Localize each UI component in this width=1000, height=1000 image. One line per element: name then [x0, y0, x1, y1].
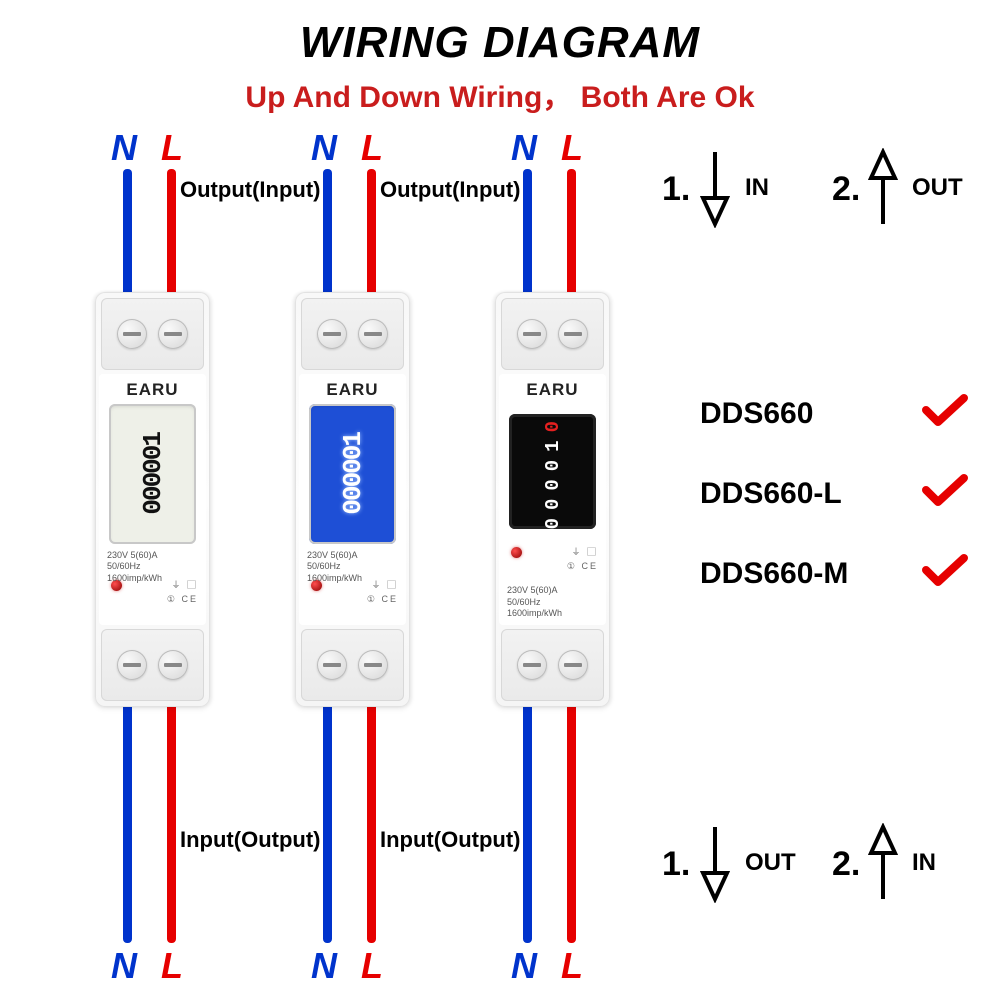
wire-L-top — [367, 169, 376, 300]
label-L-bottom: L — [361, 945, 383, 987]
brand-label: EARU — [499, 380, 606, 400]
label-L-bottom: L — [561, 945, 583, 987]
terminal-L — [158, 319, 188, 349]
wire-N-top — [523, 169, 532, 300]
top_legend-one-arrow-icon — [700, 148, 730, 228]
terminal-L — [158, 650, 188, 680]
label-output-input-1: Output(Input) — [180, 177, 321, 203]
symbols2: ① CE — [367, 594, 398, 605]
label-N-top: N — [511, 127, 537, 169]
label-N-bottom: N — [511, 945, 537, 987]
top_legend-two-num: 2. — [832, 170, 860, 209]
terminal-N — [317, 319, 347, 349]
label-L-top: L — [361, 127, 383, 169]
label-N-top: N — [111, 127, 137, 169]
terminal-N — [517, 650, 547, 680]
terminal-block-top — [501, 298, 604, 370]
meter-face: EARU000001230V 5(60)A50/60Hz 1600imp/kWh… — [99, 374, 206, 625]
wire-N-bottom — [123, 700, 132, 943]
display-digits: 000010 — [540, 413, 566, 529]
symbols2: ① CE — [167, 594, 198, 605]
top_legend-one-label: IN — [745, 174, 769, 202]
bottom_legend-two-label: IN — [912, 849, 936, 877]
wire-N-bottom — [523, 700, 532, 943]
bottom_legend-one-label: OUT — [745, 849, 796, 877]
terminal-N — [117, 650, 147, 680]
display: 000001 — [309, 404, 396, 544]
label-input-output-1: Input(Output) — [180, 827, 321, 853]
wire-N-bottom — [323, 700, 332, 943]
brand-label: EARU — [99, 380, 206, 400]
display: 000001 — [109, 404, 196, 544]
symbols: ⏚ ▢ — [171, 578, 198, 591]
wire-L-bottom — [567, 700, 576, 943]
label-N-bottom: N — [311, 945, 337, 987]
model-label-2: DDS660-L — [700, 477, 842, 511]
page-subtitle: Up And Down Wiring， Both Are Ok — [0, 72, 1000, 116]
model-label-1: DDS660 — [700, 397, 813, 431]
bottom_legend-one-arrow-icon — [700, 823, 730, 903]
meter-2: EARU000001230V 5(60)A50/60Hz 1600imp/kWh… — [295, 292, 410, 707]
top_legend-two-arrow-icon — [868, 148, 898, 228]
terminal-L — [558, 319, 588, 349]
label-L-bottom: L — [161, 945, 183, 987]
check-icon — [922, 472, 968, 508]
terminal-L — [558, 650, 588, 680]
meter-face: EARU 000010 ⏚ ▢ ① CE 230V 5(60)A50/60Hz 1600… — [499, 374, 606, 625]
terminal-N — [517, 319, 547, 349]
wire-N-top — [123, 169, 132, 300]
wire-L-bottom — [367, 700, 376, 943]
label-L-top: L — [161, 127, 183, 169]
brand-label: EARU — [299, 380, 406, 400]
model-label-3: DDS660-M — [700, 557, 848, 591]
wire-N-top — [323, 169, 332, 300]
label-output-input-2: Output(Input) — [380, 177, 521, 203]
display-digits: 000001 — [340, 433, 366, 515]
meter-3: EARU 000010 ⏚ ▢ ① CE 230V 5(60)A50/60Hz 1600… — [495, 292, 610, 707]
symbols: ⏚ ▢ — [371, 578, 398, 591]
terminal-L — [358, 319, 388, 349]
top_legend-one-num: 1. — [662, 170, 690, 209]
bottom_legend-two-num: 2. — [832, 845, 860, 884]
bottom_legend-two-arrow-icon — [868, 823, 898, 903]
page-title: WIRING DIAGRAM — [0, 18, 1000, 68]
display-digits: 000001 — [140, 433, 166, 515]
symbols2: ① CE — [567, 561, 598, 572]
specs: 230V 5(60)A50/60Hz 1600imp/kWh — [507, 585, 598, 619]
wire-L-top — [167, 169, 176, 300]
label-N-bottom: N — [111, 945, 137, 987]
label-input-output-2: Input(Output) — [380, 827, 521, 853]
label-L-top: L — [561, 127, 583, 169]
terminal-block-top — [101, 298, 204, 370]
terminal-block-top — [301, 298, 404, 370]
check-icon — [922, 392, 968, 428]
terminal-L — [358, 650, 388, 680]
display: 000010 — [509, 414, 596, 529]
terminal-block-bottom — [501, 629, 604, 701]
top_legend-two-label: OUT — [912, 174, 963, 202]
terminal-block-bottom — [101, 629, 204, 701]
terminal-N — [317, 650, 347, 680]
led-indicator — [511, 547, 522, 558]
wire-L-top — [567, 169, 576, 300]
terminal-N — [117, 319, 147, 349]
bottom_legend-one-num: 1. — [662, 845, 690, 884]
meter-face: EARU000001230V 5(60)A50/60Hz 1600imp/kWh… — [299, 374, 406, 625]
terminal-block-bottom — [301, 629, 404, 701]
meter-1: EARU000001230V 5(60)A50/60Hz 1600imp/kWh… — [95, 292, 210, 707]
wire-L-bottom — [167, 700, 176, 943]
label-N-top: N — [311, 127, 337, 169]
check-icon — [922, 552, 968, 588]
symbols: ⏚ ▢ — [571, 545, 598, 558]
